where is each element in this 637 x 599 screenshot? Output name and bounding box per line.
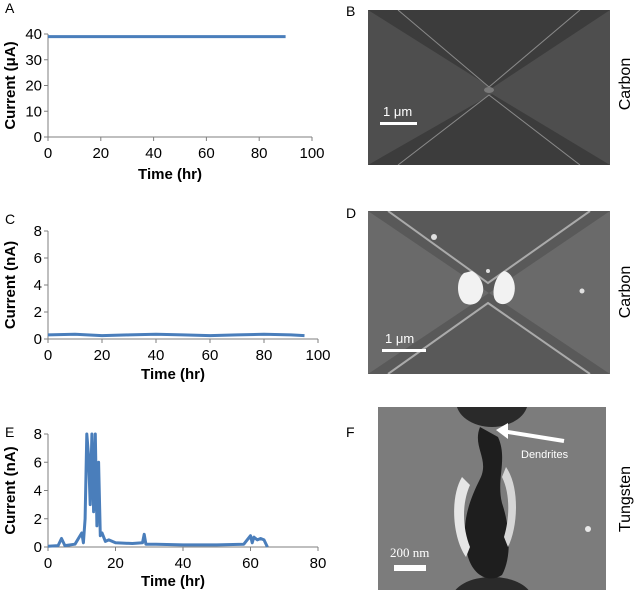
x-axis-label-c: Time (hr) xyxy=(141,366,205,383)
scale-bar-f xyxy=(394,565,426,571)
dendrites-annotation: Dendrites xyxy=(521,449,569,461)
series-line-c xyxy=(47,332,305,338)
material-label-b: Carbon xyxy=(617,57,634,111)
x-tick-label-c: 40 xyxy=(148,347,165,364)
scale-bar-d xyxy=(382,349,426,352)
y-tick-label-a: 0 xyxy=(34,129,42,146)
x-tick-label-e: 80 xyxy=(310,555,327,572)
x-tick-label-c: 60 xyxy=(202,347,219,364)
y-axis-label-e: Current (nA) xyxy=(2,446,19,534)
x-tick-label-a: 60 xyxy=(198,145,215,162)
scale-label-d: 1 μm xyxy=(385,331,415,346)
x-tick-label-e: 40 xyxy=(175,555,192,572)
x-tick-label-a: 80 xyxy=(251,145,268,162)
y-tick-label-a: 10 xyxy=(25,103,42,120)
x-tick-label-e: 20 xyxy=(107,555,124,572)
y-axis-label-c: Current (nA) xyxy=(2,241,19,329)
micrograph-f: Dendrites 200 nm xyxy=(378,407,606,590)
x-tick-label-a: 100 xyxy=(299,145,324,162)
x-axis-label-a: Time (hr) xyxy=(138,166,202,183)
y-tick-label-e: 0 xyxy=(34,539,42,556)
x-tick-label-a: 20 xyxy=(92,145,109,162)
material-label-f: Tungsten xyxy=(617,465,634,533)
y-tick-label-a: 40 xyxy=(25,26,42,43)
x-tick-label-c: 80 xyxy=(256,347,273,364)
micrograph-b: 1 μm xyxy=(368,10,610,165)
material-label-d: Carbon xyxy=(617,265,634,319)
x-tick-label-e: 60 xyxy=(242,555,259,572)
y-tick-label-c: 4 xyxy=(34,277,42,294)
y-tick-label-e: 2 xyxy=(34,511,42,528)
panel-letter-f: F xyxy=(346,424,355,440)
y-axis-label-a: Current (μA) xyxy=(2,41,19,129)
panel-letter-c: C xyxy=(5,211,16,227)
series-line-e xyxy=(47,432,269,548)
x-tick-label-c: 0 xyxy=(44,347,52,364)
y-tick-label-e: 4 xyxy=(34,483,42,500)
y-tick-label-e: 8 xyxy=(34,426,42,443)
chart-a: 0 10 20 30 40 0 20 40 60 80 100 Time (hr) Current (μ… xyxy=(2,26,325,183)
panel-letter-e: E xyxy=(5,424,15,440)
x-tick-label-a: 0 xyxy=(44,145,52,162)
scale-label-f: 200 nm xyxy=(390,545,430,560)
x-tick-label-e: 0 xyxy=(44,555,52,572)
panel-letter-b: B xyxy=(346,3,356,19)
scale-bar-b xyxy=(380,122,417,125)
micrograph-d-image xyxy=(368,211,610,374)
y-tick-label-e: 6 xyxy=(34,454,42,471)
y-tick-label-c: 6 xyxy=(34,250,42,267)
y-tick-label-c: 2 xyxy=(34,304,42,321)
x-tick-label-c: 20 xyxy=(94,347,111,364)
scale-label-b: 1 μm xyxy=(383,104,413,119)
x-tick-label-a: 40 xyxy=(145,145,162,162)
micrograph-b-image xyxy=(368,10,610,165)
panel-letter-d: D xyxy=(346,205,357,221)
y-tick-label-c: 8 xyxy=(34,223,42,240)
y-tick-label-c: 0 xyxy=(34,331,42,348)
y-tick-label-a: 30 xyxy=(25,52,42,69)
micrograph-f-image xyxy=(378,407,606,590)
x-axis-label-e: Time (hr) xyxy=(141,573,205,590)
micrograph-d: 1 μm xyxy=(368,211,610,374)
y-tick-label-a: 20 xyxy=(25,78,42,95)
panel-letter-a: A xyxy=(5,0,15,16)
x-tick-label-c: 100 xyxy=(305,347,330,364)
